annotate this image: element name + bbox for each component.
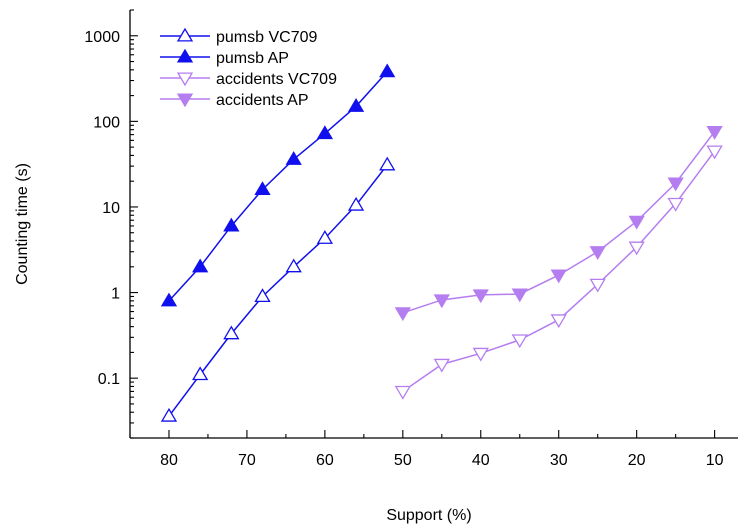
legend-label: pumsb AP <box>216 50 289 67</box>
data-point <box>667 197 684 212</box>
legend-marker <box>176 72 194 87</box>
data-point <box>706 126 723 140</box>
data-point <box>589 278 606 293</box>
data-point <box>192 258 209 273</box>
series-layer <box>160 63 723 422</box>
x-tick-label: 30 <box>550 452 568 469</box>
x-axis-title: Support (%) <box>386 507 471 524</box>
legend-label: accidents VC709 <box>216 71 337 88</box>
legend-marker <box>176 48 194 63</box>
y-tick-label: 100 <box>93 114 120 131</box>
legend: pumsb VC709 pumsb AP accidents VC709 accide… <box>160 27 337 109</box>
x-tick-label: 20 <box>628 452 646 469</box>
data-point <box>254 288 271 303</box>
legend-label: accidents AP <box>216 92 309 109</box>
series-2 <box>394 145 723 400</box>
y-tick-label: 1000 <box>84 29 120 46</box>
data-point <box>433 358 450 373</box>
y-tick-label: 10 <box>102 200 120 217</box>
data-point <box>394 307 411 322</box>
legend-item: pumsb VC709 <box>160 27 317 46</box>
data-point <box>254 181 271 196</box>
data-point <box>160 407 178 422</box>
data-point <box>433 294 450 309</box>
data-point <box>667 177 684 192</box>
data-point <box>316 125 334 140</box>
axes: 0.1 1 10 100 1000 80 70 60 50 40 30 20 10 <box>84 9 738 469</box>
legend-item: pumsb AP <box>160 48 289 67</box>
data-point <box>511 334 528 349</box>
series-line <box>402 131 716 314</box>
data-point <box>192 366 209 381</box>
legend-label: pumsb VC709 <box>216 29 317 46</box>
x-tick-label: 40 <box>472 452 490 469</box>
legend-marker <box>176 27 194 42</box>
data-point <box>472 289 489 304</box>
x-tick-label: 60 <box>316 452 334 469</box>
data-point <box>223 325 240 340</box>
y-tick-label: 1 <box>111 286 120 303</box>
x-tick-label: 50 <box>394 452 412 469</box>
data-point <box>628 241 645 256</box>
legend-marker <box>176 93 194 108</box>
data-point <box>511 288 528 303</box>
y-axis-title: Counting time (s) <box>14 163 31 285</box>
data-point <box>285 258 302 273</box>
legend-item: accidents AP <box>160 92 309 109</box>
series-0 <box>160 156 396 422</box>
x-tick-label: 70 <box>238 452 256 469</box>
data-point <box>379 156 396 171</box>
series-3 <box>394 126 723 322</box>
series-1 <box>160 63 396 307</box>
y-tick-label: 0.1 <box>98 371 120 388</box>
data-point <box>223 217 240 232</box>
data-point <box>550 314 567 329</box>
x-tick-label: 80 <box>160 452 178 469</box>
data-point <box>347 196 365 211</box>
data-point <box>347 98 365 112</box>
data-point <box>589 246 606 261</box>
data-point <box>285 151 302 165</box>
data-point <box>394 385 411 400</box>
data-point <box>316 230 334 244</box>
data-point <box>550 269 567 284</box>
data-point <box>628 215 645 230</box>
x-tick-label: 10 <box>706 452 724 469</box>
legend-item: accidents VC709 <box>160 71 337 88</box>
data-point <box>379 63 396 78</box>
data-point <box>472 347 489 362</box>
data-point <box>706 145 723 160</box>
data-point <box>160 292 178 307</box>
